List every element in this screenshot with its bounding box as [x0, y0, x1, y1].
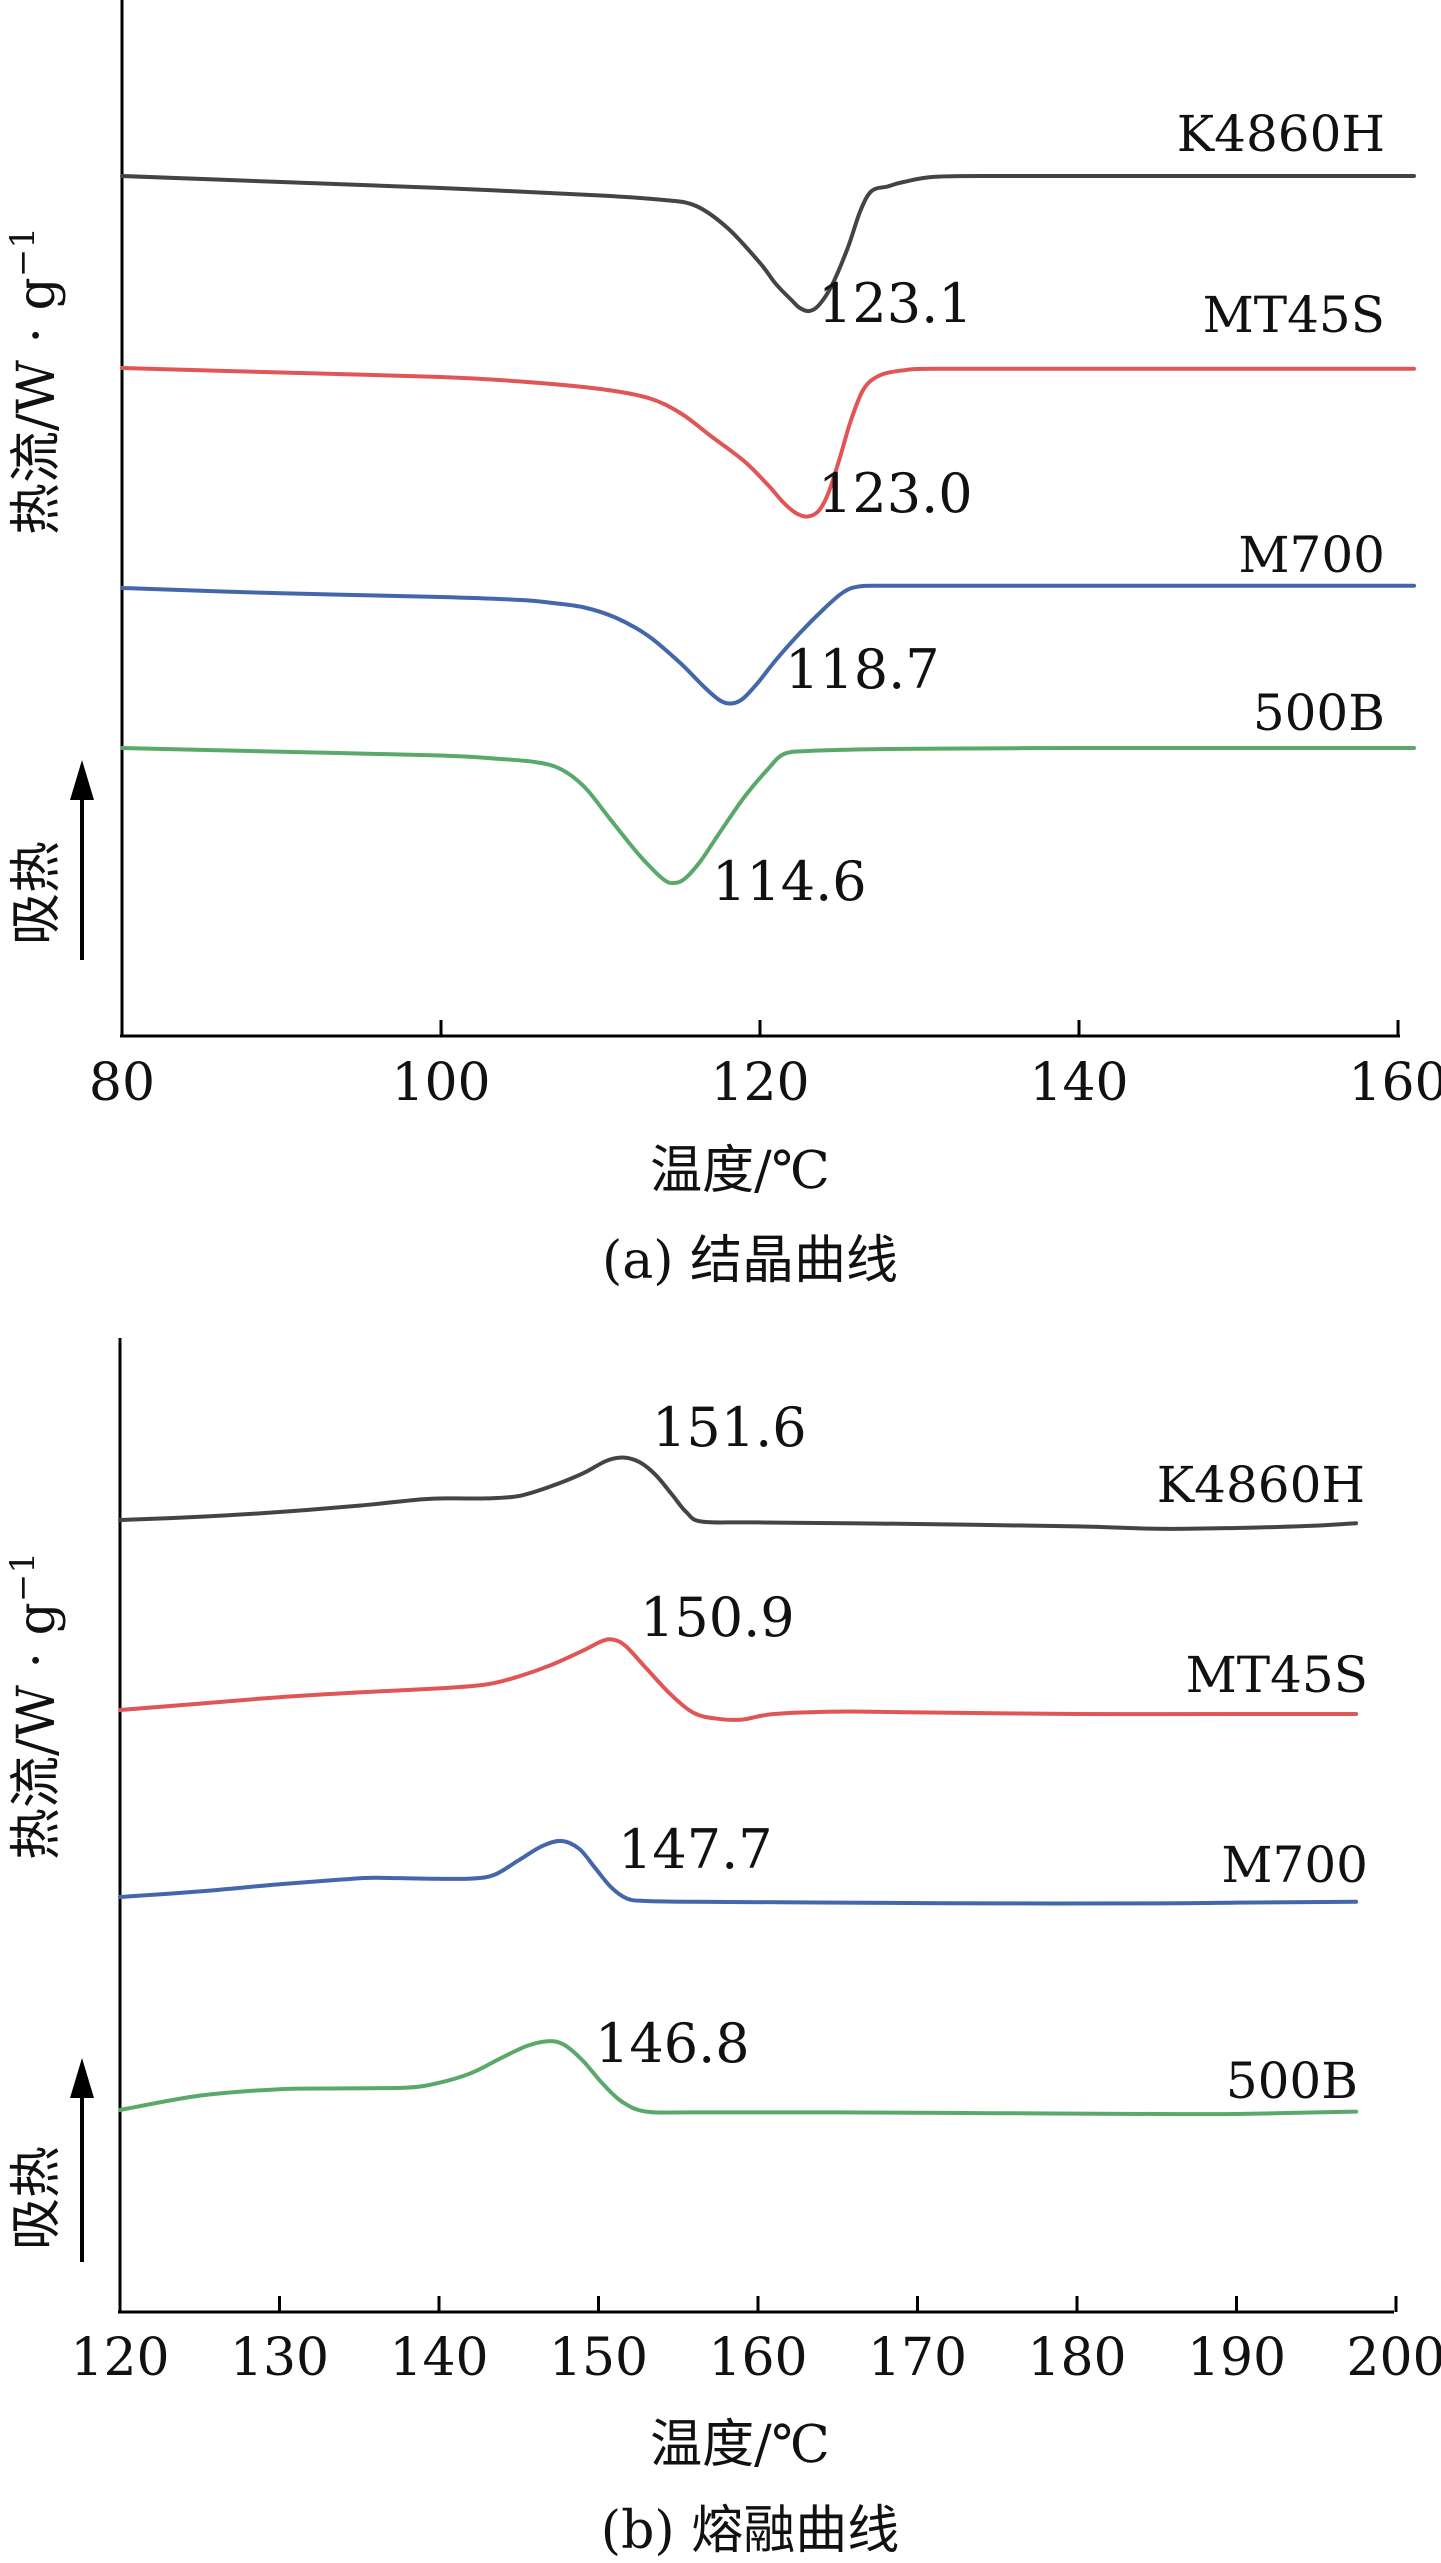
- panel-b-peak-labels: 151.6 150.9 147.7 146.8: [595, 1396, 807, 2075]
- series-label-M700: M700: [1221, 1836, 1368, 1894]
- x-tick-label: 160: [1348, 1053, 1441, 1113]
- series-line-M700: [118, 1838, 1359, 1906]
- series-label-MT45S: MT45S: [1186, 1646, 1368, 1704]
- panel-a-curves: [120, 173, 1416, 886]
- peak-label-500B: 114.6: [712, 850, 867, 913]
- series-label-500B: 500B: [1253, 684, 1385, 742]
- series-line-K4860H: [120, 173, 1416, 314]
- series-line-M700: [120, 583, 1416, 706]
- panel-a-endotherm-label: 吸热: [7, 841, 67, 945]
- x-tick-label: 100: [391, 1053, 490, 1113]
- x-tick-label: 120: [70, 2328, 169, 2388]
- series-line-MT45S: [118, 1637, 1359, 1722]
- x-tick-label: 140: [1029, 1053, 1128, 1113]
- peak-label-M700: 147.7: [618, 1818, 773, 1881]
- series-line-500B: [118, 2039, 1359, 2117]
- panel-a-arrow-head-icon: [70, 760, 94, 800]
- panel-b-melting: 120 130 140 150 160 170 180 190 200 K4860H MT45S M…: [3, 1338, 1441, 2561]
- series-label-MT45S: MT45S: [1203, 286, 1385, 344]
- series-label-500B: 500B: [1226, 2052, 1358, 2110]
- x-tick-label: 80: [89, 1053, 155, 1113]
- panel-a-caption: (a) 结晶曲线: [602, 1231, 898, 1291]
- panel-b-series-labels: K4860H MT45S M700 500B: [1157, 1456, 1368, 2110]
- x-tick-label: 150: [549, 2328, 648, 2388]
- x-tick-label: 180: [1027, 2328, 1126, 2388]
- series-line-MT45S: [120, 366, 1416, 519]
- panel-a-x-ticks: 80 100 120 140 160: [89, 1020, 1441, 1113]
- series-line-500B: [120, 745, 1416, 886]
- panel-b-y-axis-title: 热流/W · g−1: [3, 1552, 67, 1860]
- series-label-K4860H: K4860H: [1177, 105, 1385, 163]
- peak-label-K4860H: 151.6: [652, 1396, 807, 1459]
- peak-label-MT45S: 123.0: [818, 462, 973, 525]
- panel-a-peak-labels: 123.1 123.0 118.7 114.6: [712, 272, 973, 913]
- panel-a-y-axis-title: 热流/W · g−1: [3, 227, 67, 535]
- peak-label-M700: 118.7: [785, 638, 940, 701]
- panel-b-arrow-head-icon: [70, 2058, 94, 2098]
- panel-b-caption: (b) 熔融曲线: [601, 2501, 899, 2561]
- panel-b-x-ticks: 120 130 140 150 160 170 180 190 200: [70, 2296, 1441, 2388]
- x-tick-label: 140: [389, 2328, 488, 2388]
- peak-label-MT45S: 150.9: [640, 1586, 795, 1649]
- peak-label-K4860H: 123.1: [818, 272, 973, 335]
- x-tick-label: 130: [230, 2328, 329, 2388]
- panel-a-series-labels: K4860H MT45S M700 500B: [1177, 105, 1385, 742]
- series-label-M700: M700: [1238, 526, 1385, 584]
- panel-a-x-axis-title: 温度/℃: [650, 1141, 830, 1201]
- series-line-K4860H: [118, 1455, 1359, 1531]
- x-tick-label: 160: [708, 2328, 807, 2388]
- panel-b-x-axis-title: 温度/℃: [650, 2415, 830, 2475]
- panel-a-crystallization: 80 100 120 140 160 K4860H MT45S M700 500B 123.1…: [3, 0, 1441, 1291]
- x-tick-label: 170: [868, 2328, 967, 2388]
- x-tick-label: 120: [710, 1053, 809, 1113]
- peak-label-500B: 146.8: [595, 2012, 750, 2075]
- x-tick-label: 190: [1187, 2328, 1286, 2388]
- panel-b-curves: [118, 1455, 1359, 2117]
- panel-b-endotherm-label: 吸热: [7, 2146, 67, 2250]
- x-tick-label: 200: [1346, 2328, 1441, 2388]
- series-label-K4860H: K4860H: [1157, 1456, 1365, 1514]
